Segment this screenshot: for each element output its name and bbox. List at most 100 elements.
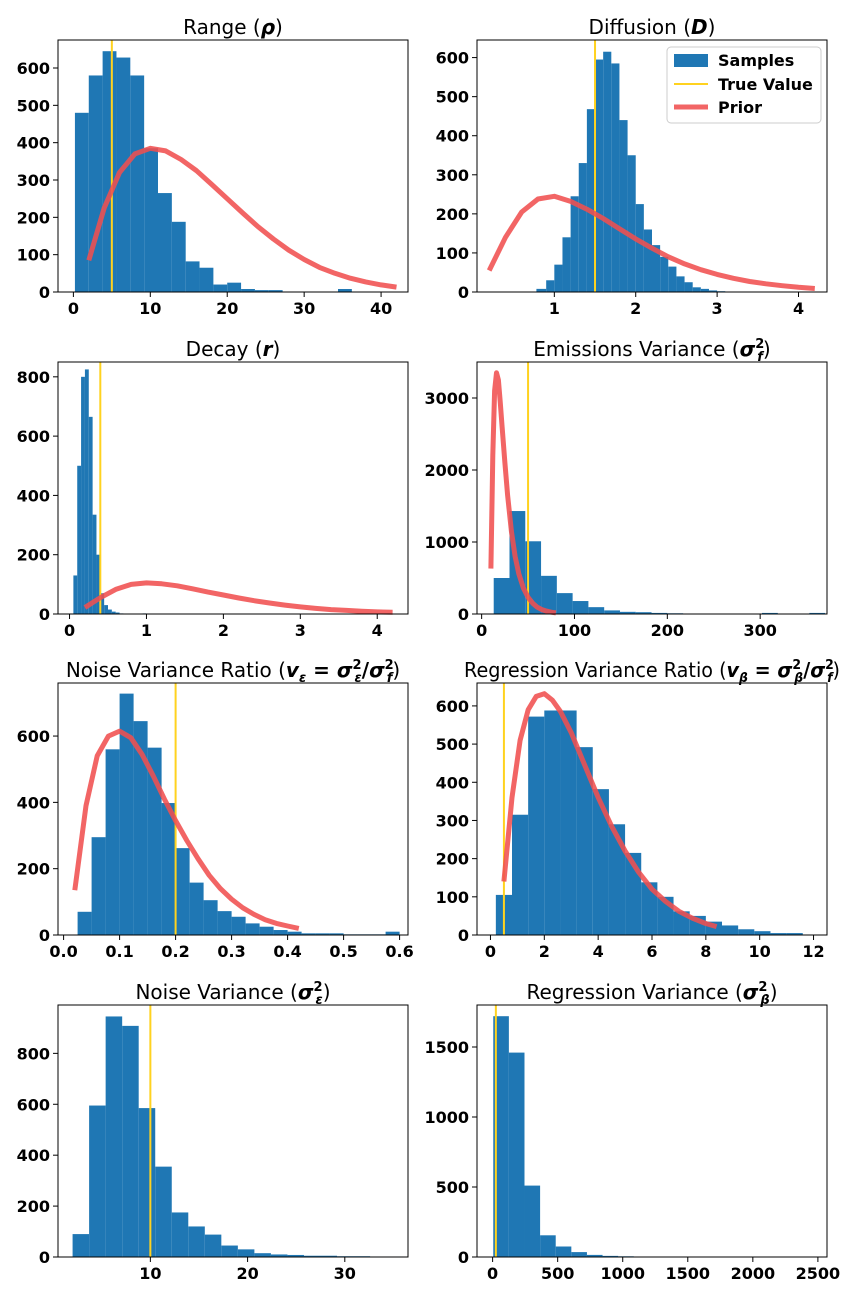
subplot-2: 1 2 3 4 0 100 200 300 400 500 600 Diffusion (D) xyxy=(436,15,828,318)
prior-curve xyxy=(501,691,718,930)
y-tick-label: 600 xyxy=(17,1095,50,1114)
y-tick-label: 800 xyxy=(17,368,50,387)
y-tick-label: 500 xyxy=(17,96,50,115)
histogram-bar xyxy=(754,931,771,935)
subplot-6: 0 2 4 6 8 10 12 0 100 200 300 400 500 600 Regression V… xyxy=(436,658,840,961)
subplot-title: Regression Variance Ratio (vβ = σ2 β/σ2 f) xyxy=(464,658,840,686)
subplot-title: Range (ρ) xyxy=(183,15,283,39)
x-tick-label: 0.4 xyxy=(273,942,301,961)
histogram-bar xyxy=(708,290,718,292)
y-tick-label: 400 xyxy=(436,773,469,792)
y-tick-label: 400 xyxy=(17,486,50,505)
histogram-bar xyxy=(508,1052,525,1257)
histogram-bar xyxy=(89,1105,106,1257)
histogram-bar xyxy=(241,289,255,292)
histogram-bar xyxy=(301,933,316,935)
histogram-bar xyxy=(738,929,755,935)
histogram-bar xyxy=(586,109,596,292)
y-tick-label: 300 xyxy=(436,811,469,830)
histogram-bar xyxy=(385,931,400,935)
histogram-bar xyxy=(88,416,93,614)
histogram-bar xyxy=(544,710,561,935)
y-tick-label: 200 xyxy=(17,860,50,879)
histogram-bar xyxy=(651,612,668,614)
y-tick-label: 400 xyxy=(17,134,50,153)
histogram-bar xyxy=(273,930,288,935)
histogram-bar xyxy=(171,221,186,292)
histogram-bar xyxy=(627,155,636,292)
axes-frame xyxy=(476,39,828,293)
x-tick-label: 6 xyxy=(646,942,657,961)
histogram-bar xyxy=(572,601,589,614)
histogram-bar xyxy=(138,1108,156,1257)
histogram-bar xyxy=(185,261,200,292)
histogram-bar xyxy=(602,1255,619,1257)
y-tick-label: 600 xyxy=(436,49,469,68)
histogram-bar xyxy=(809,612,826,614)
histogram-bar xyxy=(592,789,609,935)
histogram-bar xyxy=(270,1254,288,1257)
y-tick-label: 500 xyxy=(436,735,469,754)
histogram-bar xyxy=(111,611,116,614)
y-tick-label: 1500 xyxy=(424,1038,469,1057)
histogram-bar xyxy=(660,256,669,292)
y-tick-label: 1000 xyxy=(424,533,469,552)
histogram-bar xyxy=(259,926,274,935)
histogram-bar xyxy=(213,284,228,292)
histogram-bar xyxy=(204,1234,222,1257)
histogram-bar xyxy=(171,1212,189,1257)
histogram-bar xyxy=(81,376,85,614)
histogram-bar xyxy=(189,882,204,935)
histogram-bars xyxy=(77,693,400,935)
x-tick-label: 2 xyxy=(218,621,229,640)
histogram-bar xyxy=(287,1254,304,1257)
subplot-title: Regression Variance (σ2 β) xyxy=(526,980,777,1008)
histogram-bar xyxy=(635,204,644,292)
subplot-title: Emissions Variance (σ2 f) xyxy=(533,337,770,365)
y-tick-label: 800 xyxy=(17,1044,50,1063)
histogram-bars xyxy=(493,1016,650,1257)
histogram-bar xyxy=(175,848,190,935)
histogram-bar xyxy=(786,933,803,935)
histogram-bar xyxy=(722,925,739,935)
histogram-bar xyxy=(102,51,117,293)
histogram-bars xyxy=(495,710,803,935)
histogram-bar xyxy=(105,749,120,935)
legend-prior-label: Prior xyxy=(718,98,762,117)
histogram-bar xyxy=(770,933,787,935)
histogram-bar xyxy=(144,148,158,292)
histogram-bar xyxy=(268,290,283,292)
histogram-bar xyxy=(578,163,587,292)
histogram-bar xyxy=(130,75,145,292)
histogram-bar xyxy=(237,1249,255,1257)
histogram-bar xyxy=(619,120,628,293)
y-tick-label: 400 xyxy=(17,1146,50,1165)
x-tick-label: 1 xyxy=(141,621,152,640)
histogram-bar xyxy=(524,1185,541,1257)
y-tick-label: 500 xyxy=(436,88,469,107)
histogram-bar xyxy=(555,1246,572,1257)
x-tick-label: 300 xyxy=(743,621,776,640)
prior-curve xyxy=(83,580,393,615)
x-tick-label: 4 xyxy=(793,299,804,318)
x-tick-label: 4 xyxy=(593,942,604,961)
histogram-bar xyxy=(104,605,108,614)
x-tick-label: 10 xyxy=(139,1264,161,1283)
histogram-bar xyxy=(570,196,579,292)
x-tick-label: 40 xyxy=(370,299,392,318)
subplot-7: 10 20 30 0 200 400 600 800 Noise Variance (σ2 ε) xyxy=(17,980,409,1283)
histogram-bar xyxy=(608,824,626,935)
histogram-bar xyxy=(203,900,218,935)
histogram-bar xyxy=(303,1255,321,1257)
x-tick-label: 2500 xyxy=(796,1264,841,1283)
y-tick-label: 200 xyxy=(436,205,469,224)
x-tick-label: 20 xyxy=(236,1264,258,1283)
y-tick-label: 3000 xyxy=(424,389,469,408)
y-tick-label: 600 xyxy=(17,727,50,746)
prior-curve xyxy=(486,193,815,291)
y-tick-label: 200 xyxy=(17,208,50,227)
histogram-bar xyxy=(536,288,547,292)
histogram-bar xyxy=(512,814,529,935)
